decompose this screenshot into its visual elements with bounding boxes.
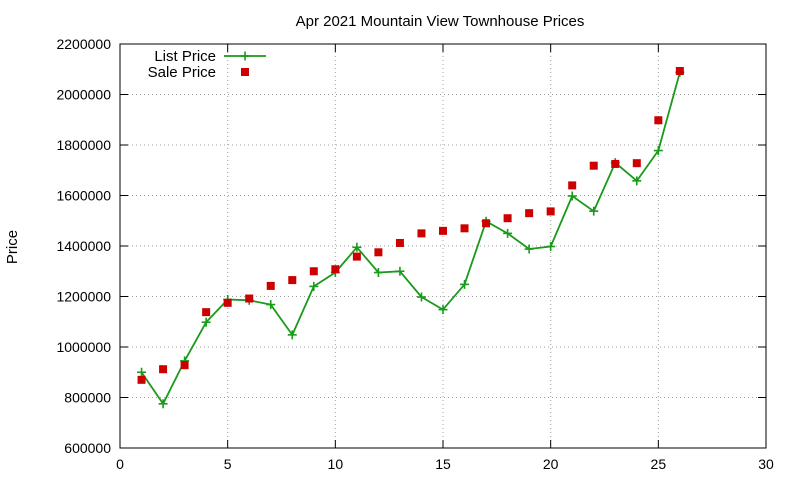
grid-lines <box>120 44 766 448</box>
x-tick-label: 10 <box>328 456 344 472</box>
sale-price-point <box>331 265 340 274</box>
x-tick-label: 0 <box>116 456 124 472</box>
list-price-point <box>395 266 405 276</box>
list-price-point <box>653 146 663 156</box>
sale-price-point <box>395 238 404 247</box>
y-tick-label: 2000000 <box>56 87 111 103</box>
sale-price-point <box>675 67 684 76</box>
legend-sale-price-label: Sale Price <box>148 64 216 81</box>
list-price-line <box>140 72 681 405</box>
sale-price-point <box>309 267 318 276</box>
sale-price-point <box>611 159 620 168</box>
series-layer <box>137 67 685 409</box>
y-tick-label: 800000 <box>64 390 111 406</box>
sale-price-point <box>417 229 426 238</box>
list-price-point <box>137 367 147 377</box>
sale-price-point <box>223 298 232 307</box>
y-tick-label: 1200000 <box>56 289 111 305</box>
sale-price-point <box>503 214 512 223</box>
list-price-point <box>352 242 362 252</box>
list-price-point <box>373 268 383 278</box>
axis-ticks: 600000 800000 1000000 1200000 1400000 1600000… <box>56 36 774 472</box>
sale-price-point <box>245 294 254 303</box>
sale-price-point <box>159 365 168 374</box>
y-tick-label: 2200000 <box>56 36 111 52</box>
list-price-point <box>201 317 211 327</box>
sale-price-point <box>654 116 663 125</box>
y-tick-label: 1600000 <box>56 188 111 204</box>
x-tick-label: 30 <box>758 456 774 472</box>
list-price-point <box>309 281 319 291</box>
list-price-point <box>503 228 513 238</box>
x-tick-label: 20 <box>543 456 559 472</box>
sale-price-point <box>589 161 598 170</box>
legend: List Price Sale Price <box>148 48 266 81</box>
plot-frame <box>119 43 767 449</box>
legend-list-price-label: List Price <box>154 48 216 65</box>
sale-price-point <box>374 248 383 257</box>
y-tick-label: 1800000 <box>56 137 111 153</box>
sale-price-point <box>202 308 211 317</box>
list-price-point <box>266 300 276 310</box>
list-price-point <box>567 191 577 201</box>
list-price-point <box>416 292 426 302</box>
y-tick-label: 600000 <box>64 440 111 456</box>
legend-list-price-marker <box>240 51 250 61</box>
sale-price-point <box>546 207 555 216</box>
sale-price-point <box>180 361 189 370</box>
list-price-point <box>460 279 470 289</box>
x-tick-label: 25 <box>651 456 667 472</box>
chart-title: Apr 2021 Mountain View Townhouse Prices <box>296 13 585 30</box>
y-axis-label: Price <box>4 230 21 264</box>
sale-price-point <box>266 281 275 290</box>
sale-price-point <box>137 375 146 384</box>
sale-price-point <box>482 219 491 228</box>
sale-price-point <box>525 209 534 218</box>
legend-sale-price-marker <box>241 68 249 76</box>
sale-price-point <box>460 224 469 233</box>
list-price-point <box>438 305 448 315</box>
list-price-point <box>589 206 599 216</box>
sale-price-point <box>288 276 297 285</box>
y-tick-label: 1000000 <box>56 339 111 355</box>
list-price-point <box>524 244 534 254</box>
sale-price-point <box>439 226 447 235</box>
sale-price-point <box>632 159 641 168</box>
x-tick-label: 5 <box>224 456 232 472</box>
list-price-point <box>546 242 556 252</box>
y-tick-label: 1400000 <box>56 238 111 254</box>
list-price-point <box>632 176 642 186</box>
list-price-point <box>287 330 297 340</box>
x-tick-label: 15 <box>435 456 451 472</box>
sale-price-point <box>568 181 577 190</box>
sale-price-point <box>352 252 361 261</box>
list-price-point <box>158 399 168 409</box>
